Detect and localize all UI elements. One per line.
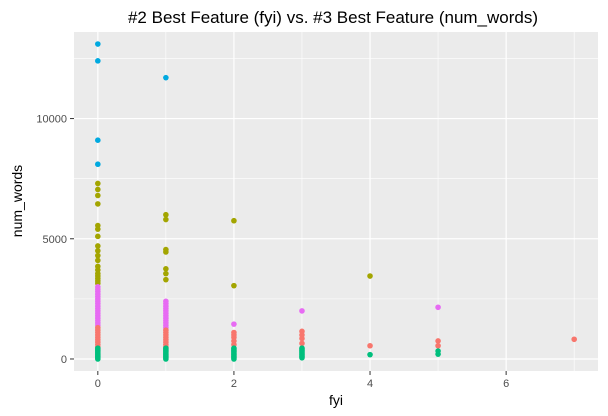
y-axis-ticks: 0 5000 10000 xyxy=(36,114,74,366)
data-point xyxy=(367,273,373,279)
data-point xyxy=(163,270,169,277)
data-point xyxy=(95,201,101,207)
data-point xyxy=(367,351,373,358)
y-axis-title: num_words xyxy=(9,165,25,237)
data-point xyxy=(231,356,237,362)
data-point xyxy=(95,161,101,168)
data-point xyxy=(163,356,169,362)
y-tick-label: 5000 xyxy=(43,234,67,246)
plot-panel xyxy=(74,32,598,371)
data-point xyxy=(163,266,169,272)
data-point xyxy=(571,336,577,343)
data-point xyxy=(95,192,101,199)
data-point xyxy=(231,321,237,327)
data-point xyxy=(299,340,305,347)
data-points xyxy=(95,41,577,362)
x-axis-ticks: 0 2 4 6 xyxy=(95,371,509,390)
data-point xyxy=(231,282,237,289)
data-point xyxy=(435,338,441,344)
data-point xyxy=(163,74,169,81)
data-point xyxy=(95,41,101,47)
data-point xyxy=(435,304,441,311)
data-point xyxy=(163,249,169,255)
data-point xyxy=(95,226,101,232)
data-point xyxy=(95,186,101,193)
chart-title: #2 Best Feature (fyi) vs. #3 Best Featur… xyxy=(128,8,538,27)
x-axis-title: fyi xyxy=(329,392,343,408)
data-point xyxy=(299,354,305,361)
data-point xyxy=(435,351,441,357)
y-tick-label: 10000 xyxy=(36,114,67,126)
data-point xyxy=(231,217,237,224)
y-tick-label: 0 xyxy=(61,354,67,366)
data-point xyxy=(95,356,101,362)
major-gridlines xyxy=(74,32,598,371)
data-point xyxy=(95,233,101,240)
data-point xyxy=(95,247,101,254)
data-point xyxy=(95,243,101,249)
data-point xyxy=(95,252,101,259)
data-point xyxy=(367,342,373,349)
data-point xyxy=(163,276,169,283)
x-tick-label: 2 xyxy=(231,378,237,390)
data-point xyxy=(299,308,305,314)
x-tick-label: 6 xyxy=(503,378,509,390)
data-point xyxy=(163,216,169,223)
minor-gridlines xyxy=(74,32,598,371)
data-point xyxy=(95,180,101,187)
x-tick-label: 0 xyxy=(95,378,101,390)
data-point xyxy=(435,342,441,349)
data-point xyxy=(299,335,305,342)
data-point xyxy=(163,211,169,218)
data-point xyxy=(95,58,101,64)
data-point xyxy=(95,257,101,264)
data-point xyxy=(95,137,101,143)
x-tick-label: 4 xyxy=(367,378,373,390)
